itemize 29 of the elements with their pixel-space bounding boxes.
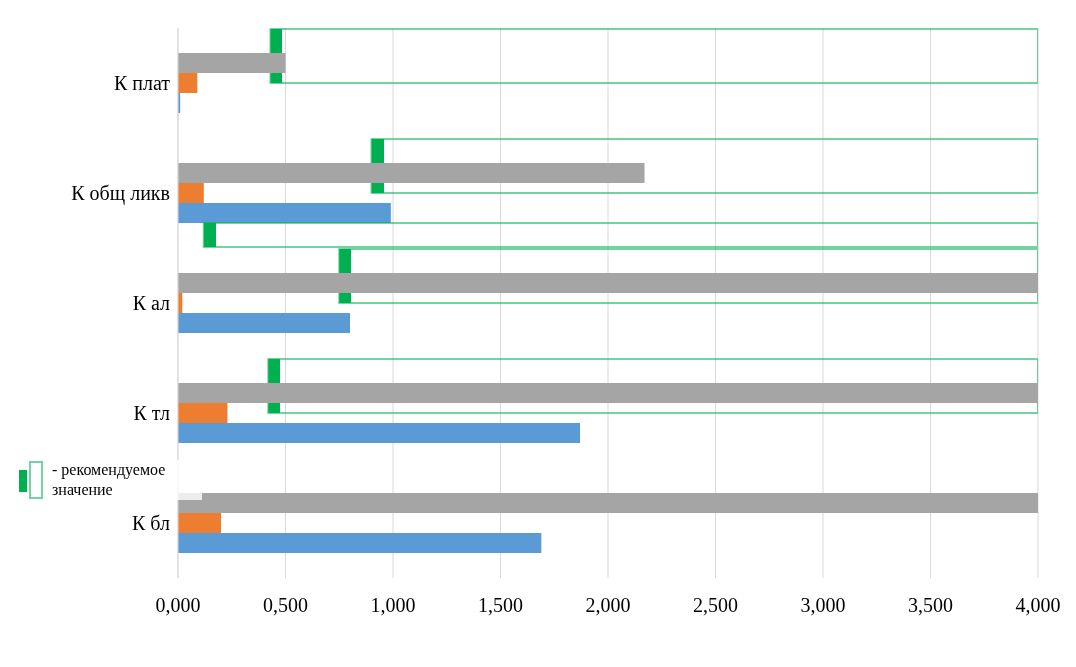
bar <box>178 423 581 443</box>
bar <box>178 273 1038 293</box>
bar <box>178 53 286 73</box>
x-tick-label: 0,000 <box>155 594 201 617</box>
bar <box>178 203 391 223</box>
y-tick-label: К ал <box>132 292 171 315</box>
bar <box>178 493 1038 513</box>
bar <box>178 513 221 533</box>
y-tick-label: К плат <box>113 72 171 95</box>
y-tick-label: К тл <box>133 402 171 425</box>
legend-label: - рекомендуемое значение <box>52 460 202 500</box>
bar <box>178 163 645 183</box>
bar <box>269 28 1038 84</box>
x-tick-label: 2,500 <box>693 594 738 617</box>
bar <box>178 183 204 203</box>
x-tick-label: 1,500 <box>478 594 523 617</box>
x-tick-label: 4,000 <box>1015 594 1061 617</box>
x-tick-label: 1,000 <box>370 594 416 617</box>
bar <box>178 313 350 333</box>
y-tick-label: К общ ликв <box>71 182 170 206</box>
bar <box>178 403 228 423</box>
x-tick-label: 3,500 <box>908 594 953 617</box>
x-tick-label: 3,000 <box>800 594 846 617</box>
x-tick-label: 0,500 <box>263 594 308 617</box>
y-tick-label: К бл <box>132 512 171 535</box>
x-tick-label: 2,000 <box>585 594 631 617</box>
bar <box>178 533 542 553</box>
bar <box>178 383 1038 403</box>
bar <box>178 73 198 93</box>
